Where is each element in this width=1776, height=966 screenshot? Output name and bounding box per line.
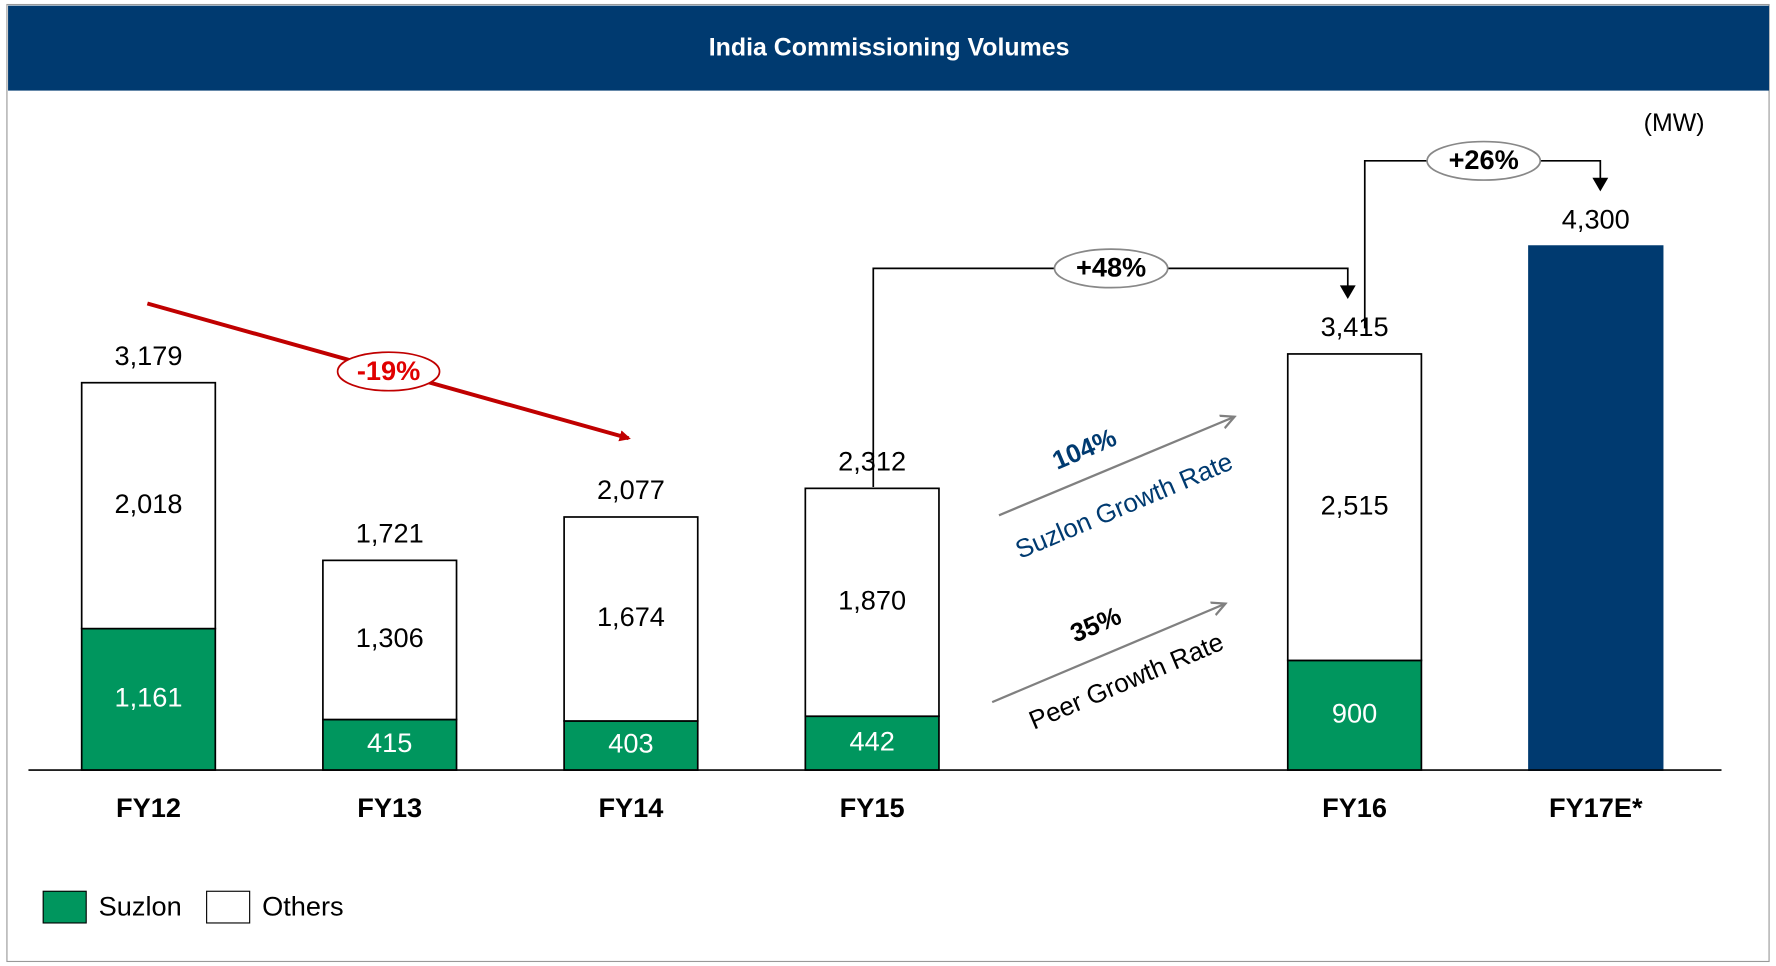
bar-segment (804, 487, 940, 718)
total-label: 1,721 (356, 518, 424, 549)
bar-segment (80, 627, 217, 771)
bar-segment (1528, 245, 1664, 771)
legend-swatch (206, 890, 251, 924)
segment-label: 1,306 (356, 622, 424, 653)
bar-segment (563, 516, 699, 722)
segment-label: 1,674 (597, 601, 665, 632)
x-tick-label: FY15 (840, 792, 905, 823)
annotation-oval (1053, 248, 1169, 289)
header-band (8, 5, 1770, 91)
annotation: +48% (1076, 252, 1146, 283)
annotation: -19% (357, 355, 420, 386)
bar-segment (322, 718, 458, 771)
total-label: 2,312 (838, 446, 906, 477)
legend-swatch (42, 890, 87, 924)
bar-segment (563, 720, 699, 771)
arrowhead (1592, 177, 1609, 192)
annotation: +26% (1449, 144, 1519, 175)
total-label: 3,415 (1321, 311, 1389, 342)
legend-label: Suzlon (99, 890, 182, 921)
x-tick-label: FY13 (357, 792, 422, 823)
segment-label: 2,515 (1321, 489, 1389, 520)
x-tick-label: FY12 (116, 792, 181, 823)
arrowhead (1339, 285, 1356, 299)
bar-segment (1286, 659, 1423, 771)
total-label: 4,300 (1562, 203, 1630, 234)
annotation-oval (1426, 140, 1542, 181)
segment-label: 442 (849, 725, 894, 756)
annotation-oval (336, 351, 441, 392)
unit-label: (MW) (1644, 109, 1705, 137)
bar-segment (80, 381, 217, 630)
growth-arrow (991, 604, 1225, 704)
total-label: 3,179 (115, 340, 183, 371)
total-label: 2,077 (597, 474, 665, 505)
growth-arrow (998, 417, 1235, 517)
segment-label: 1,161 (115, 682, 183, 713)
segment-label: 900 (1332, 697, 1377, 728)
bar-segment (1286, 353, 1423, 662)
x-tick-label: FY17E* (1549, 792, 1643, 823)
segment-label: 1,870 (838, 584, 906, 615)
x-tick-label: FY14 (598, 792, 663, 823)
segment-label: 415 (367, 727, 412, 758)
segment-label: 2,018 (115, 488, 183, 519)
segment-label: 403 (608, 728, 653, 759)
x-tick-label: FY16 (1322, 792, 1387, 823)
legend-label: Others (262, 890, 344, 921)
chart-title: India Commissioning Volumes (709, 33, 1070, 61)
bar-segment (322, 559, 458, 721)
